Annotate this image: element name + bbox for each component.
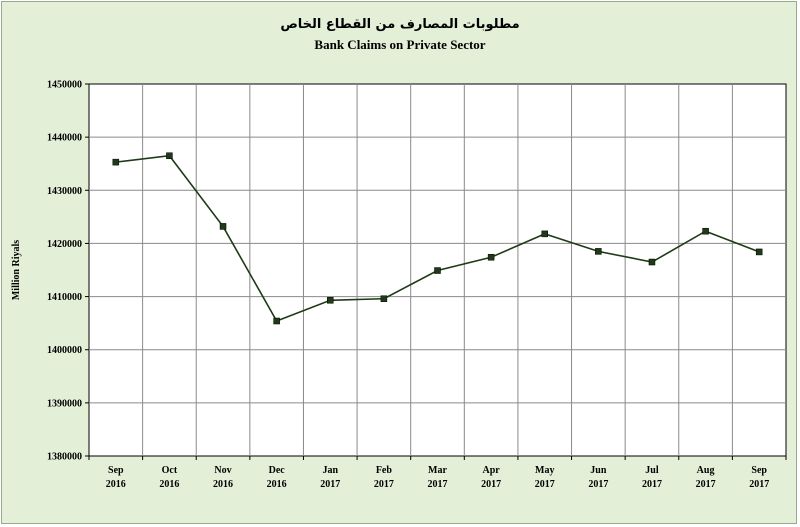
x-tick-label-month: Aug	[697, 465, 715, 476]
x-tick-label-month: Mar	[428, 465, 447, 476]
x-tick-label-month: Jun	[590, 465, 607, 476]
data-point	[219, 223, 227, 230]
x-tick-label-month: May	[535, 465, 554, 476]
data-point	[541, 230, 548, 238]
data-point	[487, 253, 495, 261]
data-point	[648, 258, 656, 266]
y-tick-label: 1430000	[47, 186, 82, 197]
y-tick-label: 1380000	[47, 452, 82, 463]
y-axis-label: Million Riyals	[11, 240, 22, 300]
data-point	[434, 267, 441, 274]
x-tick-label-year: 2016	[213, 479, 233, 490]
chart-title-arabic: مطلوبات المصارف من القطاع الخاص	[280, 17, 520, 32]
x-tick-label-year: 2016	[159, 479, 179, 490]
x-tick-label-year: 2017	[374, 479, 394, 490]
y-tick-label: 1390000	[47, 398, 82, 409]
x-tick-label-year: 2016	[267, 479, 287, 490]
x-tick-label-year: 2017	[642, 479, 662, 490]
y-tick-label: 1450000	[47, 80, 82, 91]
data-point	[595, 248, 602, 255]
chart-title: Bank Claims on Private Sector	[314, 37, 486, 52]
data-point	[273, 317, 280, 325]
x-tick-label-year: 2017	[481, 479, 501, 490]
data-point	[112, 158, 120, 166]
x-tick-label-year: 2017	[535, 479, 555, 490]
x-tick-label-month: Sep	[108, 465, 124, 476]
x-tick-label-year: 2017	[696, 479, 716, 490]
y-tick-label: 1440000	[47, 133, 82, 144]
x-tick-label-year: 2016	[106, 479, 126, 490]
x-tick-label-month: Jan	[322, 465, 338, 476]
y-tick-label: 1400000	[47, 345, 82, 356]
x-tick-label-month: Sep	[751, 465, 767, 476]
data-point	[380, 295, 388, 302]
data-point	[755, 248, 763, 256]
x-tick-label-month: Jul	[645, 465, 659, 476]
data-point	[166, 152, 173, 159]
x-tick-label-year: 2017	[428, 479, 448, 490]
x-tick-label-month: Apr	[482, 465, 500, 476]
x-tick-label-month: Dec	[269, 465, 286, 476]
x-tick-label-month: Feb	[376, 465, 393, 476]
x-tick-label-year: 2017	[588, 479, 608, 490]
x-tick-label-month: Oct	[162, 465, 178, 476]
x-tick-label-year: 2017	[320, 479, 340, 490]
x-tick-label-month: Nov	[214, 465, 231, 476]
y-tick-label: 1420000	[47, 239, 82, 250]
data-point	[702, 227, 709, 235]
data-point	[327, 297, 334, 304]
y-tick-label: 1410000	[47, 292, 82, 303]
x-tick-label-year: 2017	[749, 479, 769, 490]
